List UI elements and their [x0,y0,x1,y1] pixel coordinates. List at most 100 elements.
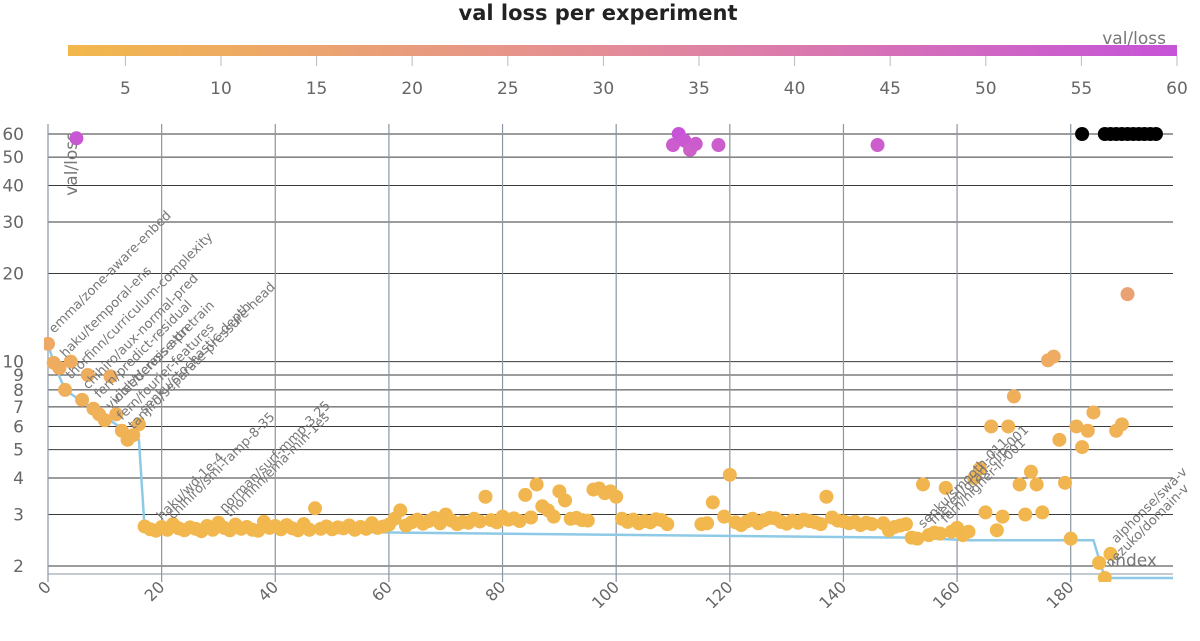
scatter-point[interactable] [1052,432,1067,447]
scatter-point[interactable] [80,367,95,382]
scatter-point[interactable] [58,382,73,397]
colorbar-tick-label: 15 [306,79,328,99]
colorbar-tick-label: 25 [497,79,519,99]
scatter-point[interactable] [722,467,737,482]
scatter-point[interactable] [1006,389,1021,404]
scatter-point[interactable] [813,517,828,532]
scatter-point[interactable] [529,477,544,492]
y-tick-label: 4 [13,469,24,489]
colorbar-tick-label: 55 [1071,79,1093,99]
x-tick-label: 20 [141,577,169,605]
scatter-point[interactable] [910,531,925,546]
scatter-point[interactable] [666,138,680,153]
colorbar-tick-label: 60 [1166,79,1188,99]
colorbar: val/loss 5 10 15 20 25 30 35 40 45 50 55 60 [68,29,1188,99]
scatter-point[interactable] [546,509,561,524]
scatter-point[interactable] [1114,417,1129,432]
offscale-point[interactable] [1075,127,1090,141]
scatter-point[interactable] [472,514,487,529]
scatter-point[interactable] [984,419,999,434]
scatter-point[interactable] [1018,507,1033,522]
scatter-point[interactable] [302,522,317,537]
scatter-point[interactable] [700,516,715,531]
x-tick-label: 0 [34,577,55,598]
scatter-point[interactable] [518,487,533,502]
scatter-point[interactable] [995,509,1010,524]
scatter-point[interactable] [819,489,834,504]
scatter-point[interactable] [109,407,124,422]
scatter-point[interactable] [961,524,976,539]
scatter-point[interactable] [1080,423,1095,438]
scatter-point[interactable] [711,138,726,153]
scatter-point[interactable] [478,489,493,504]
y-tick-label: 9 [13,366,24,386]
scatter-point[interactable] [1046,349,1061,364]
scatter-point[interactable] [660,517,675,532]
scatter-point[interactable] [1120,287,1135,302]
scatter-point[interactable] [1035,505,1050,520]
running-best-line [46,343,1173,580]
scatter-point[interactable] [1086,405,1101,420]
scatter-point[interactable] [308,501,323,516]
scatter-point[interactable] [717,509,732,524]
x-tick-label: 60 [368,577,396,605]
scatter-point[interactable] [870,138,885,153]
colorbar-label: val/loss [1102,29,1166,49]
x-tick-label: 160 [929,577,964,612]
y-tick-label: 30 [2,213,24,233]
scatter-point[interactable] [1075,440,1090,455]
scatter-point[interactable] [1103,546,1118,561]
scatter-point[interactable] [97,413,112,428]
scatter-point[interactable] [1063,531,1078,546]
scatter-point[interactable] [916,477,930,492]
scatter-point[interactable] [52,361,67,376]
scatter-point[interactable] [1029,477,1044,492]
x-axis-label: index [1110,551,1157,571]
scatter-point[interactable] [609,489,624,504]
scatter-point[interactable] [938,480,953,495]
scatter-point[interactable] [1097,570,1112,585]
scatter-point[interactable] [393,503,408,518]
scatter-point[interactable] [558,493,573,508]
colorbar-tick-label: 5 [120,79,131,99]
scatter-point[interactable] [512,514,527,529]
y-tick-label: 60 [2,125,24,145]
scatter-point[interactable] [1023,464,1038,479]
scatter-point[interactable] [898,517,913,532]
x-tick-labels: 0 20 40 60 80 100 120 140 160 180 [34,577,1077,612]
offscale-point[interactable] [1148,127,1163,141]
scatter-point[interactable] [131,417,146,432]
scatter-point[interactable] [580,513,595,528]
colorbar-ticks: 5 10 15 20 25 30 35 40 45 50 55 60 [120,56,1188,99]
scatter-point[interactable] [126,428,141,443]
scatter-point[interactable] [978,505,993,520]
scatter-point[interactable] [688,136,703,151]
scatter-point[interactable] [972,461,987,476]
scatter-point[interactable] [989,523,1004,538]
scatter-point[interactable] [864,517,879,532]
scatter-point[interactable] [63,354,78,369]
x-tick-label: 80 [482,577,510,605]
scatter-points [41,127,1135,585]
scatter-point[interactable] [1001,419,1016,434]
y-tick-label: 5 [13,441,24,461]
scatter-point[interactable] [1069,419,1084,434]
x-tick-label: 120 [702,577,737,612]
scatter-point[interactable] [933,526,948,541]
x-tick-label: 140 [815,577,850,612]
scatter-point[interactable] [705,495,720,510]
scatter-point[interactable] [1012,477,1027,492]
scatter-point[interactable] [1058,475,1073,490]
scatter-point[interactable] [69,131,84,146]
offscale-points [1075,127,1163,141]
scatter-point[interactable] [103,369,118,384]
scatter-point[interactable] [41,336,55,351]
colorbar-tick-label: 20 [401,79,423,99]
colorbar-tick-label: 30 [593,79,615,99]
colorbar-tick-label: 10 [210,79,232,99]
scatter-point[interactable] [1092,555,1107,570]
scatter-point[interactable] [523,510,538,525]
scatter-point[interactable] [75,392,90,407]
